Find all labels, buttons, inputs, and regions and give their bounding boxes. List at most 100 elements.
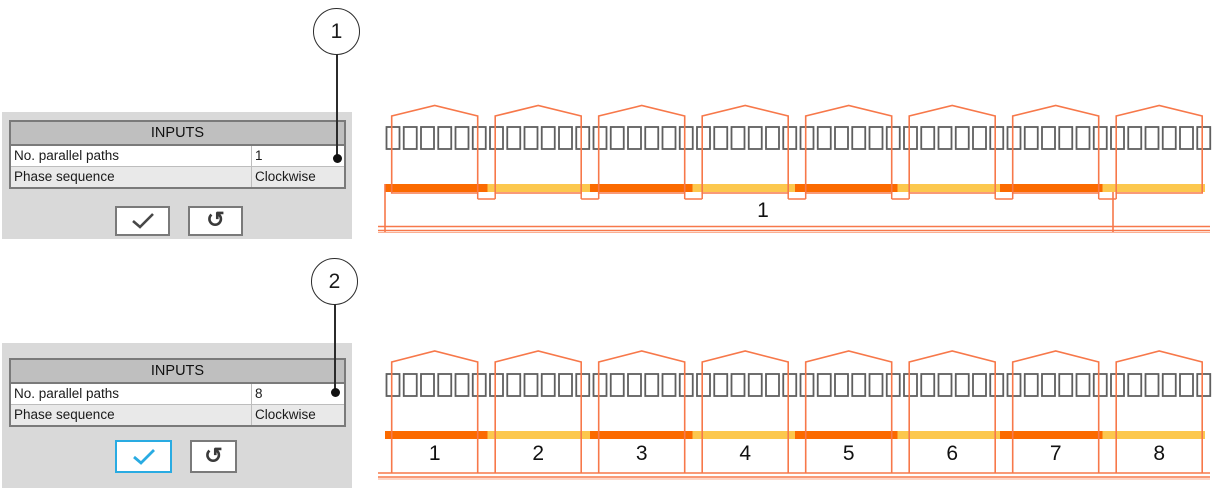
stator-slot — [437, 373, 453, 397]
stator-slot — [1023, 126, 1039, 150]
callout-number: 2 — [328, 269, 341, 293]
confirm-button[interactable] — [115, 206, 170, 236]
stator-slot — [1075, 126, 1091, 150]
callout-circle-1: 1 — [313, 8, 360, 55]
stator-slot — [678, 126, 694, 150]
stator-slot — [1127, 126, 1143, 150]
stator-slot — [471, 373, 487, 397]
path-label: 1 — [429, 442, 441, 465]
parallel-paths-value[interactable]: 8 — [251, 384, 344, 404]
stator-slot — [799, 373, 815, 397]
stator-slot — [523, 126, 539, 150]
stator-slot — [782, 126, 798, 150]
stator-slot — [937, 126, 953, 150]
coil-group-outline — [804, 104, 893, 194]
inputs-table-title: INPUTS — [11, 360, 344, 384]
phase-bar-segment — [692, 184, 795, 192]
stator-slot — [1179, 373, 1194, 397]
stator-slot — [713, 373, 729, 397]
phase-sequence-value[interactable]: Clockwise — [251, 405, 344, 425]
phase-bar-segment — [487, 431, 590, 439]
row-phase-sequence: Phase sequence Clockwise — [11, 404, 344, 425]
stator-slot — [989, 373, 1005, 397]
stator-slot — [1161, 126, 1177, 150]
stator-slot — [1023, 373, 1039, 397]
stator-slot — [1058, 126, 1074, 150]
rotate-ccw-icon: ↺ — [206, 207, 225, 232]
stator-slot — [592, 126, 608, 150]
reset-button[interactable]: ↺ — [190, 440, 237, 473]
stator-slot — [851, 126, 867, 150]
stator-slot — [1006, 373, 1022, 397]
coil-group-outline — [390, 350, 479, 473]
stator-slot — [730, 373, 746, 397]
stator-slot — [782, 373, 798, 397]
parallel-paths-label: No. parallel paths — [14, 386, 120, 401]
stator-slot — [558, 373, 573, 397]
stator-slot — [1161, 373, 1177, 397]
coil-group-outline — [804, 350, 893, 473]
stator-slot — [1196, 126, 1212, 150]
stator-slot — [644, 126, 660, 150]
stator-slot — [609, 126, 625, 150]
stator-slot — [489, 373, 504, 397]
phase-bar-segment — [897, 184, 1000, 192]
coil-group-outline — [1011, 350, 1100, 473]
coil-group-outline — [908, 104, 996, 194]
stator-slot — [1179, 126, 1194, 150]
stator-slot — [1144, 373, 1160, 397]
stator-slot — [558, 126, 573, 150]
phase-bar-segment — [692, 431, 795, 439]
coil-group-outline — [701, 104, 789, 194]
stator-slot — [1058, 373, 1074, 397]
stator-slot — [454, 126, 470, 150]
stator-slot — [816, 126, 832, 150]
stator-slot — [661, 373, 677, 397]
check-icon — [132, 448, 155, 465]
stator-slot — [385, 126, 401, 150]
coil-group-outline — [701, 350, 789, 473]
stator-slot — [489, 126, 504, 150]
callout-dot-2 — [331, 388, 340, 397]
stator-slot — [834, 126, 849, 150]
inputs-table: INPUTS No. parallel paths 1 Phase sequen… — [9, 120, 346, 189]
phase-bar-segment — [487, 184, 590, 192]
rotate-ccw-icon: ↺ — [204, 442, 223, 468]
path-label: 3 — [636, 442, 648, 465]
stator-slot — [506, 126, 522, 150]
stator-slot — [471, 126, 487, 150]
stator-slot — [420, 373, 435, 397]
stator-slot — [506, 373, 522, 397]
stator-slot — [1006, 126, 1022, 150]
stator-slot — [696, 126, 711, 150]
stator-slot — [903, 126, 918, 150]
reset-button[interactable]: ↺ — [188, 206, 243, 236]
path-label: 6 — [946, 442, 958, 465]
stator-slot — [816, 373, 832, 397]
coil-group-outline — [1115, 350, 1203, 473]
stator-slot — [1144, 126, 1160, 150]
stator-slot — [402, 373, 418, 397]
phase-bar-segment — [590, 431, 693, 439]
coil-group-outline — [1011, 104, 1100, 194]
stator-slot — [885, 126, 901, 150]
row-parallel-paths: No. parallel paths 8 — [11, 384, 344, 404]
phase-bar-segment — [1102, 431, 1205, 439]
stator-slot — [903, 373, 918, 397]
phase-sequence-value[interactable]: Clockwise — [251, 167, 344, 187]
stator-slot — [644, 373, 660, 397]
confirm-button[interactable] — [115, 440, 172, 473]
stator-slot — [1041, 126, 1056, 150]
stator-slot — [575, 126, 591, 150]
parallel-paths-value[interactable]: 1 — [251, 146, 344, 166]
stator-slot — [834, 373, 849, 397]
stator-slot — [1110, 126, 1125, 150]
panel-buttons: ↺ — [2, 440, 237, 473]
phase-bar-segment — [1000, 184, 1103, 192]
inputs-panel-1: INPUTS No. parallel paths 1 Phase sequen… — [2, 112, 352, 239]
stator-slot — [1092, 126, 1108, 150]
stator-slot — [1110, 373, 1125, 397]
parallel-paths-label: No. parallel paths — [14, 148, 120, 163]
stator-slot — [747, 126, 763, 150]
stator-slot — [765, 373, 780, 397]
